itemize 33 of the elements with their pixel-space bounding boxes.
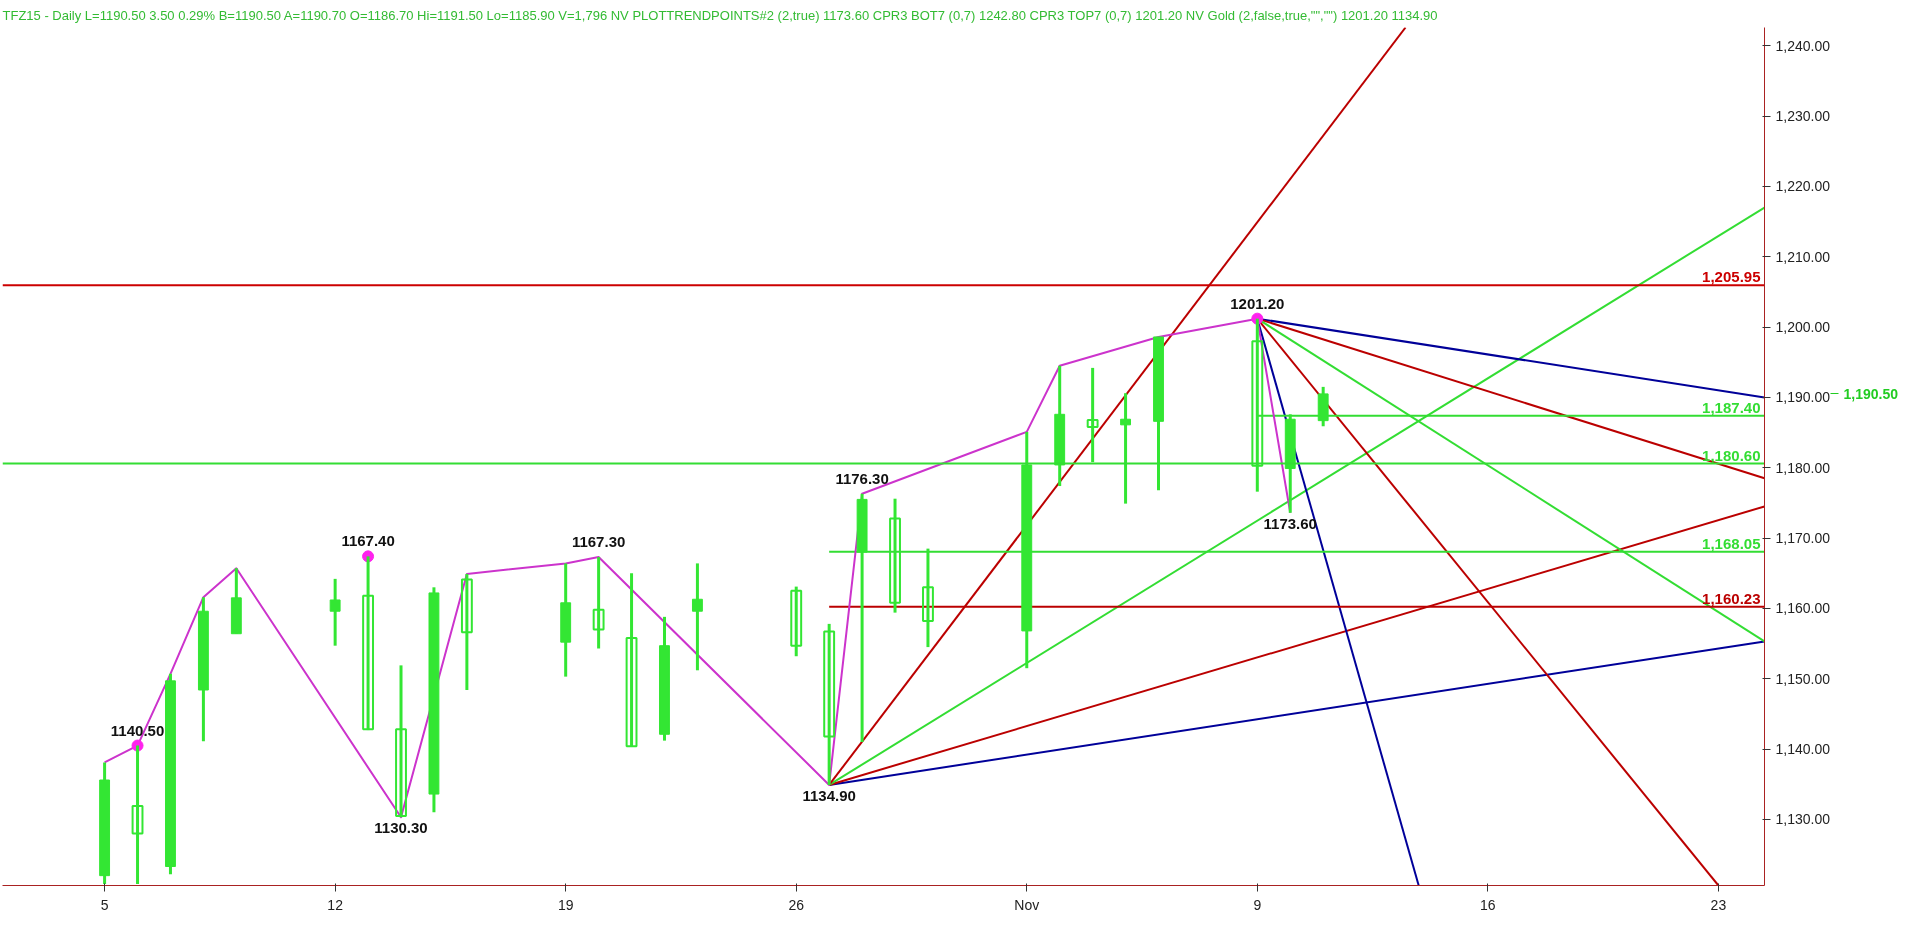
x-tick-label: 9	[1253, 896, 1262, 913]
x-tick-label: 19	[557, 896, 574, 913]
x-tick-label: 12	[327, 896, 344, 913]
y-tick-label: 1,210.00	[1775, 248, 1831, 265]
annotation: 1201.20	[1230, 294, 1285, 312]
y-tick-label: 1,200.00	[1775, 319, 1831, 336]
y-tick-label: 1,150.00	[1775, 670, 1831, 687]
y-tick-label: 1,240.00	[1775, 37, 1831, 54]
y-tick-label: 1,230.00	[1775, 108, 1831, 125]
ref-line-label: 1,205.95	[1702, 268, 1761, 286]
x-tick-label: 16	[1480, 896, 1496, 913]
series-label: 1,168.05	[1702, 534, 1761, 552]
ref-line-label: 1,180.60	[1702, 446, 1761, 464]
x-tick-label: Nov	[1014, 896, 1040, 913]
chart-title: TFZ15 - Daily L=1190.50 3.50 0.29% B=1190.50 A=1190.70 O=1186.70 Hi=1191.50 Lo=1185.90 V=1,796 NV PLOTTRENDPOINTS#2 (2,true) 1173.60 CPR3 BOT7 (0,7) 1242.80 CPR3 TOP7 (0,7) 1201.20 NV Gold (2,false,true,"","") 1201.20 1134.90	[2, 7, 1438, 23]
series-label: 1,187.40	[1702, 398, 1761, 416]
annotation: 1134.90	[802, 786, 856, 804]
y-tick-label: 1,170.00	[1775, 530, 1831, 547]
annotation: 1130.30	[374, 819, 428, 837]
y-tick-label: 1,160.00	[1775, 600, 1831, 617]
y-tick-label: 1,180.00	[1775, 459, 1831, 476]
text: 1,190.50	[1843, 385, 1899, 402]
annotation: 1167.40	[341, 532, 395, 550]
y-tick-label: 1,140.00	[1775, 741, 1831, 758]
annotation: 1176.30	[835, 469, 889, 487]
x-tick-label: 26	[788, 896, 805, 913]
y-tick-label: 1,130.00	[1775, 811, 1831, 828]
x-tick-label: 5	[100, 896, 109, 913]
annotation: 1167.30	[571, 533, 626, 551]
y-tick-label: 1,190.00	[1775, 389, 1831, 406]
y-tick-label: 1,220.00	[1775, 178, 1831, 195]
series-label: 1,160.23	[1702, 589, 1761, 607]
x-tick-label: 23	[1710, 896, 1727, 913]
